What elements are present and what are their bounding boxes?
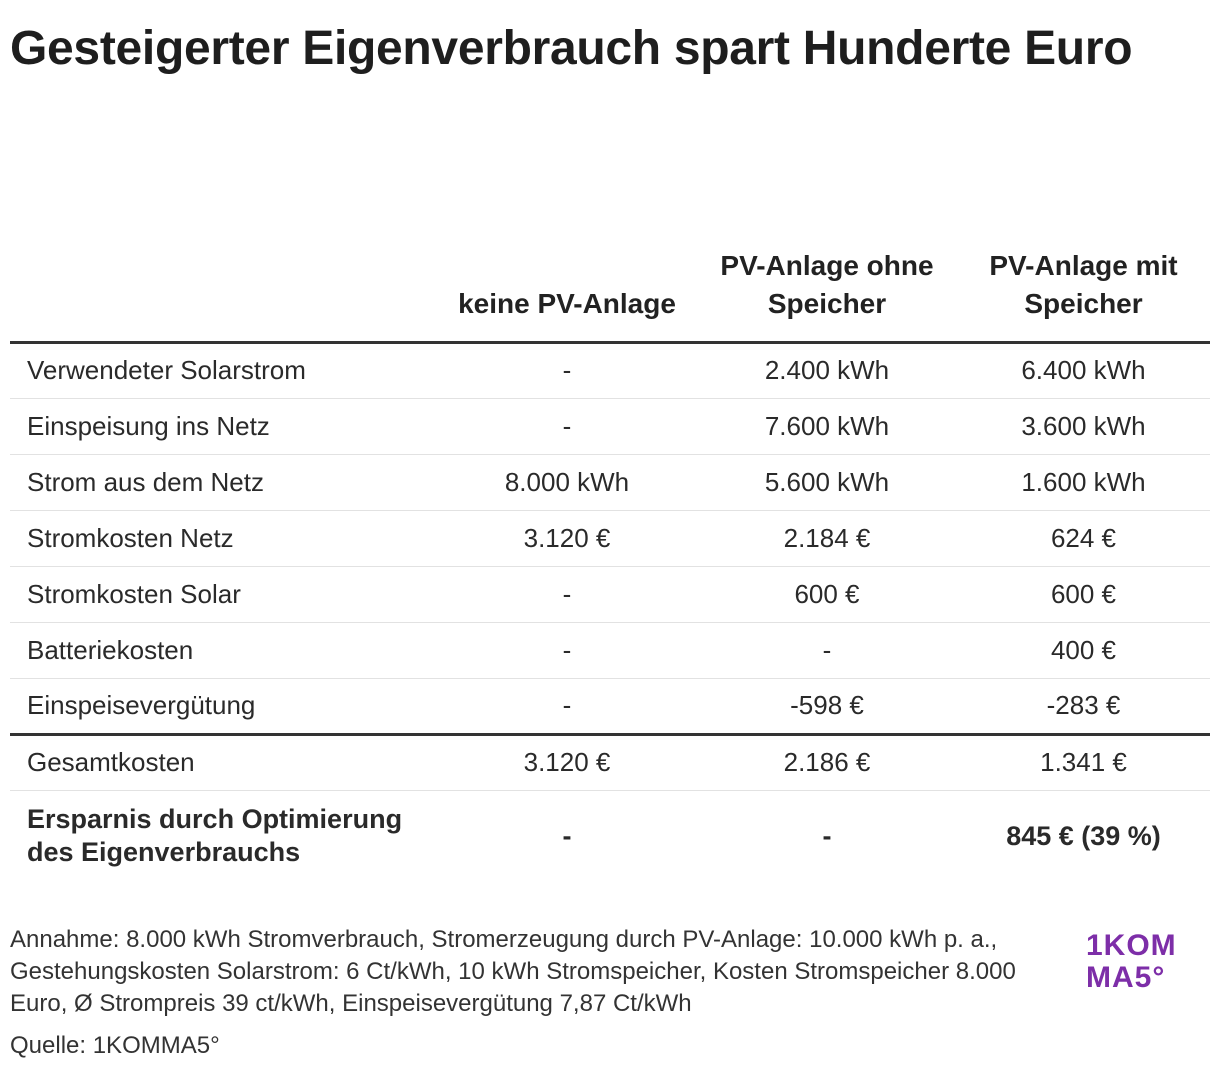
table-row: Verwendeter Solarstrom - 2.400 kWh 6.400…	[10, 342, 1210, 399]
table-cell: -	[437, 342, 697, 399]
chart-title: Gesteigerter Eigenverbrauch spart Hunder…	[10, 22, 1133, 75]
comparison-table: keine PV-Anlage PV-Anlage ohne Speicher …	[10, 205, 1210, 882]
table-cell: -598 €	[697, 678, 957, 735]
table-cell: 2.184 €	[697, 510, 957, 567]
table-header: keine PV-Anlage PV-Anlage ohne Speicher …	[10, 205, 1210, 344]
row-label: Einspeisevergütung	[10, 678, 437, 735]
table-cell: 2.400 kWh	[697, 342, 957, 399]
table-cell: 3.600 kWh	[957, 398, 1210, 455]
brand-logo: 1KOM MA5°	[1086, 930, 1206, 994]
table-cell: -	[697, 622, 957, 679]
table-row: Einspeisung ins Netz - 7.600 kWh 3.600 k…	[10, 398, 1210, 455]
table-cell: 624 €	[957, 510, 1210, 567]
table-cell: 845 € (39 %)	[1006, 820, 1161, 851]
table-cell: 5.600 kWh	[697, 454, 957, 511]
header-cell-pv-without-storage: PV-Anlage ohne Speicher	[697, 205, 957, 344]
table-cell: -	[437, 566, 697, 623]
table-cell: 400 €	[957, 622, 1210, 679]
savings-row: Ersparnis durch Optimierung des Eigenver…	[10, 790, 1210, 882]
source-note: Quelle: 1KOMMA5°	[10, 1032, 220, 1059]
table-cell: 3.120 €	[437, 510, 697, 567]
table-cell: -	[562, 820, 572, 851]
table-cell: 600 €	[697, 566, 957, 623]
table-cell: 7.600 kWh	[697, 398, 957, 455]
header-cell-pv-with-storage: PV-Anlage mit Speicher	[957, 205, 1210, 344]
table-cell: 600 €	[957, 566, 1210, 623]
table-cell: 8.000 kWh	[437, 454, 697, 511]
table-row: Stromkosten Solar - 600 € 600 €	[10, 566, 1210, 623]
header-row: keine PV-Anlage PV-Anlage ohne Speicher …	[10, 205, 1210, 344]
table-cell: 6.400 kWh	[957, 342, 1210, 399]
table-row: Batteriekosten - - 400 €	[10, 622, 1210, 679]
table-row: Strom aus dem Netz 8.000 kWh 5.600 kWh 1…	[10, 454, 1210, 511]
row-label: Stromkosten Netz	[10, 510, 437, 567]
header-cell-no-pv: keine PV-Anlage	[437, 205, 697, 344]
row-label: Verwendeter Solarstrom	[10, 342, 437, 399]
table-row: Stromkosten Netz 3.120 € 2.184 € 624 €	[10, 510, 1210, 567]
table-cell: 1.600 kWh	[957, 454, 1210, 511]
row-label: Batteriekosten	[10, 622, 437, 679]
table-cell: 2.186 €	[697, 732, 957, 791]
assumption-note: Annahme: 8.000 kWh Stromverbrauch, Strom…	[10, 926, 1016, 1017]
table-cell: 1.341 €	[957, 732, 1210, 791]
table-cell: -	[437, 678, 697, 735]
row-label: Strom aus dem Netz	[10, 454, 437, 511]
row-label: Ersparnis durch Optimierung des Eigenver…	[27, 804, 403, 868]
row-label: Einspeisung ins Netz	[10, 398, 437, 455]
table-row: Einspeisevergütung - -598 € -283 €	[10, 678, 1210, 735]
table-body: Verwendeter Solarstrom - 2.400 kWh 6.400…	[10, 342, 1210, 882]
table-cell: -	[437, 622, 697, 679]
table-cell: 3.120 €	[437, 732, 697, 791]
logo-line-2: MA5°	[1086, 961, 1166, 994]
table-cell: -283 €	[957, 678, 1210, 735]
table-cell: -	[822, 820, 832, 851]
logo-line-1: 1KOM	[1086, 929, 1177, 962]
header-cell-label	[10, 205, 437, 344]
row-label: Stromkosten Solar	[10, 566, 437, 623]
row-label: Gesamtkosten	[10, 732, 437, 791]
table-cell: -	[437, 398, 697, 455]
total-row: Gesamtkosten 3.120 € 2.186 € 1.341 €	[10, 732, 1210, 791]
